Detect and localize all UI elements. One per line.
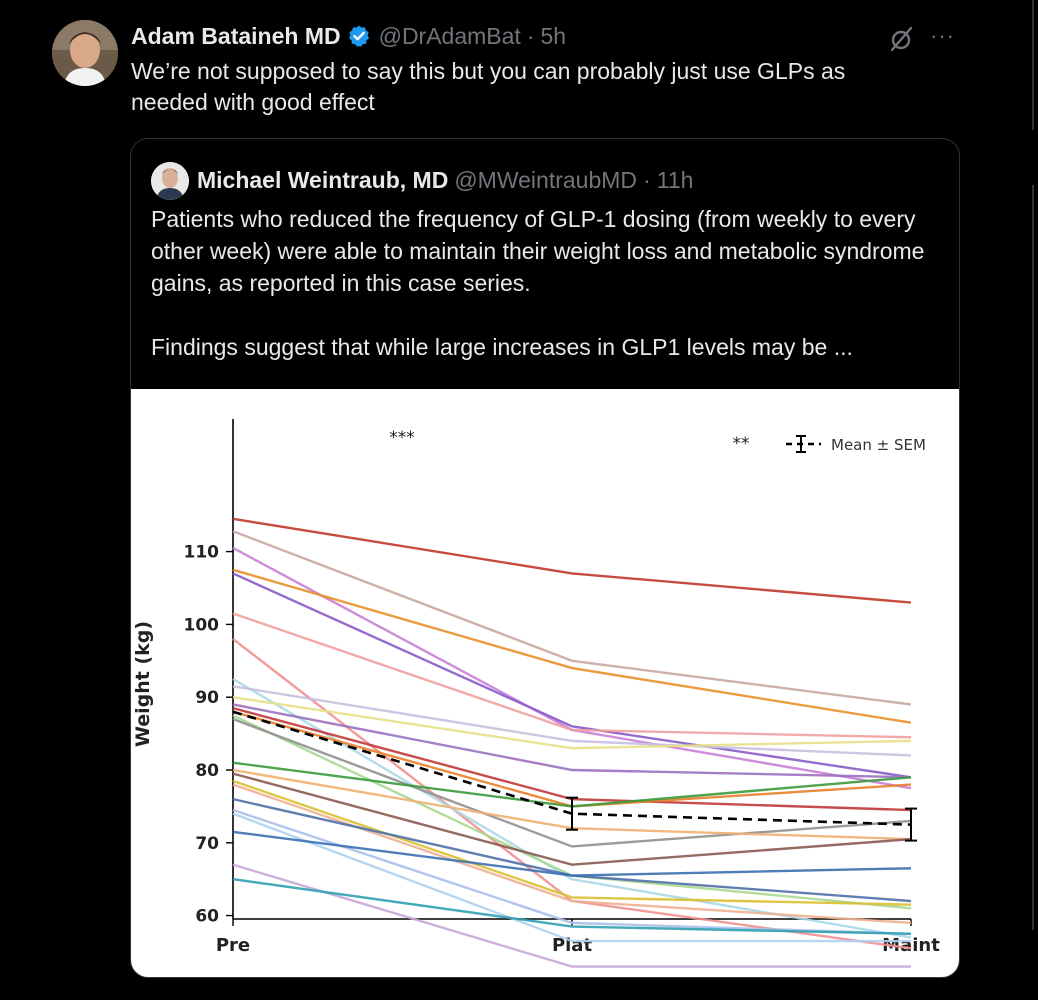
significance-annotation: ***: [389, 428, 415, 448]
y-tick-label: 80: [195, 761, 219, 781]
grok-icon[interactable]: [886, 24, 916, 54]
patient-series-line: [232, 677, 912, 939]
patient-series-line: [232, 685, 912, 757]
patient-series-line: [232, 812, 911, 943]
more-options-icon[interactable]: ···: [930, 23, 955, 48]
timestamp[interactable]: 5h: [540, 22, 567, 49]
patient-series-line: [232, 863, 911, 968]
chart-image[interactable]: 60 70 80 90 100 110 Pre Plat Maint Weight (kg) ***…: [131, 389, 959, 977]
patient-series-line: [232, 717, 912, 848]
quoted-tweet[interactable]: Michael Weintraub, MD @MWeintraubMD · 11…: [130, 138, 960, 978]
patient-series-line: [232, 530, 912, 706]
quoted-author-name[interactable]: Michael Weintraub, MD: [197, 166, 449, 193]
separator-dot: ·: [526, 22, 535, 49]
tweet-header: Adam Bataineh MD @DrAdamBat · 5h: [131, 22, 566, 50]
quoted-text: Patients who reduced the frequency of GL…: [151, 203, 951, 395]
author-name[interactable]: Adam Bataineh MD: [131, 22, 341, 49]
x-tick-label: Plat: [552, 935, 593, 956]
y-axis-label: Weight (kg): [132, 621, 154, 747]
y-tick-label: 110: [184, 543, 220, 563]
avatar[interactable]: [52, 20, 118, 86]
patient-series-line: [232, 517, 912, 604]
y-tick-label: 90: [195, 688, 219, 708]
quoted-separator-dot: ·: [643, 166, 651, 193]
quoted-paragraph: Findings suggest that while large increa…: [151, 334, 853, 360]
y-tick-label: 100: [184, 615, 220, 635]
patient-series-line: [232, 808, 912, 935]
patient-series-line: [232, 612, 912, 739]
author-handle[interactable]: @DrAdamBat: [378, 22, 521, 49]
patient-series-line: [232, 572, 912, 779]
verified-badge-icon: [348, 25, 369, 47]
patient-series-line: [232, 696, 912, 750]
patient-series-line: [232, 703, 912, 779]
significance-annotation: **: [733, 434, 750, 454]
quoted-paragraph: Patients who reduced the frequency of GL…: [151, 206, 925, 296]
patient-series-line: [232, 772, 912, 866]
right-rail: [1030, 0, 1038, 1000]
quoted-author-handle[interactable]: @MWeintraubMD: [454, 166, 638, 193]
y-tick-label: 70: [195, 834, 219, 854]
quoted-avatar[interactable]: [151, 162, 189, 200]
y-tick-label: 60: [195, 907, 219, 927]
legend-label: Mean ± SEM: [831, 436, 926, 454]
quoted-header: Michael Weintraub, MD @MWeintraubMD · 11…: [197, 165, 693, 195]
tweet-text: We’re not supposed to say this but you c…: [131, 58, 846, 115]
patient-series-line: [232, 830, 912, 877]
patient-series-line: [232, 878, 912, 935]
patient-series-line: [232, 779, 912, 906]
patient-series-line: [232, 568, 912, 724]
x-tick-label: Pre: [216, 935, 250, 956]
quoted-timestamp[interactable]: 11h: [656, 166, 694, 193]
